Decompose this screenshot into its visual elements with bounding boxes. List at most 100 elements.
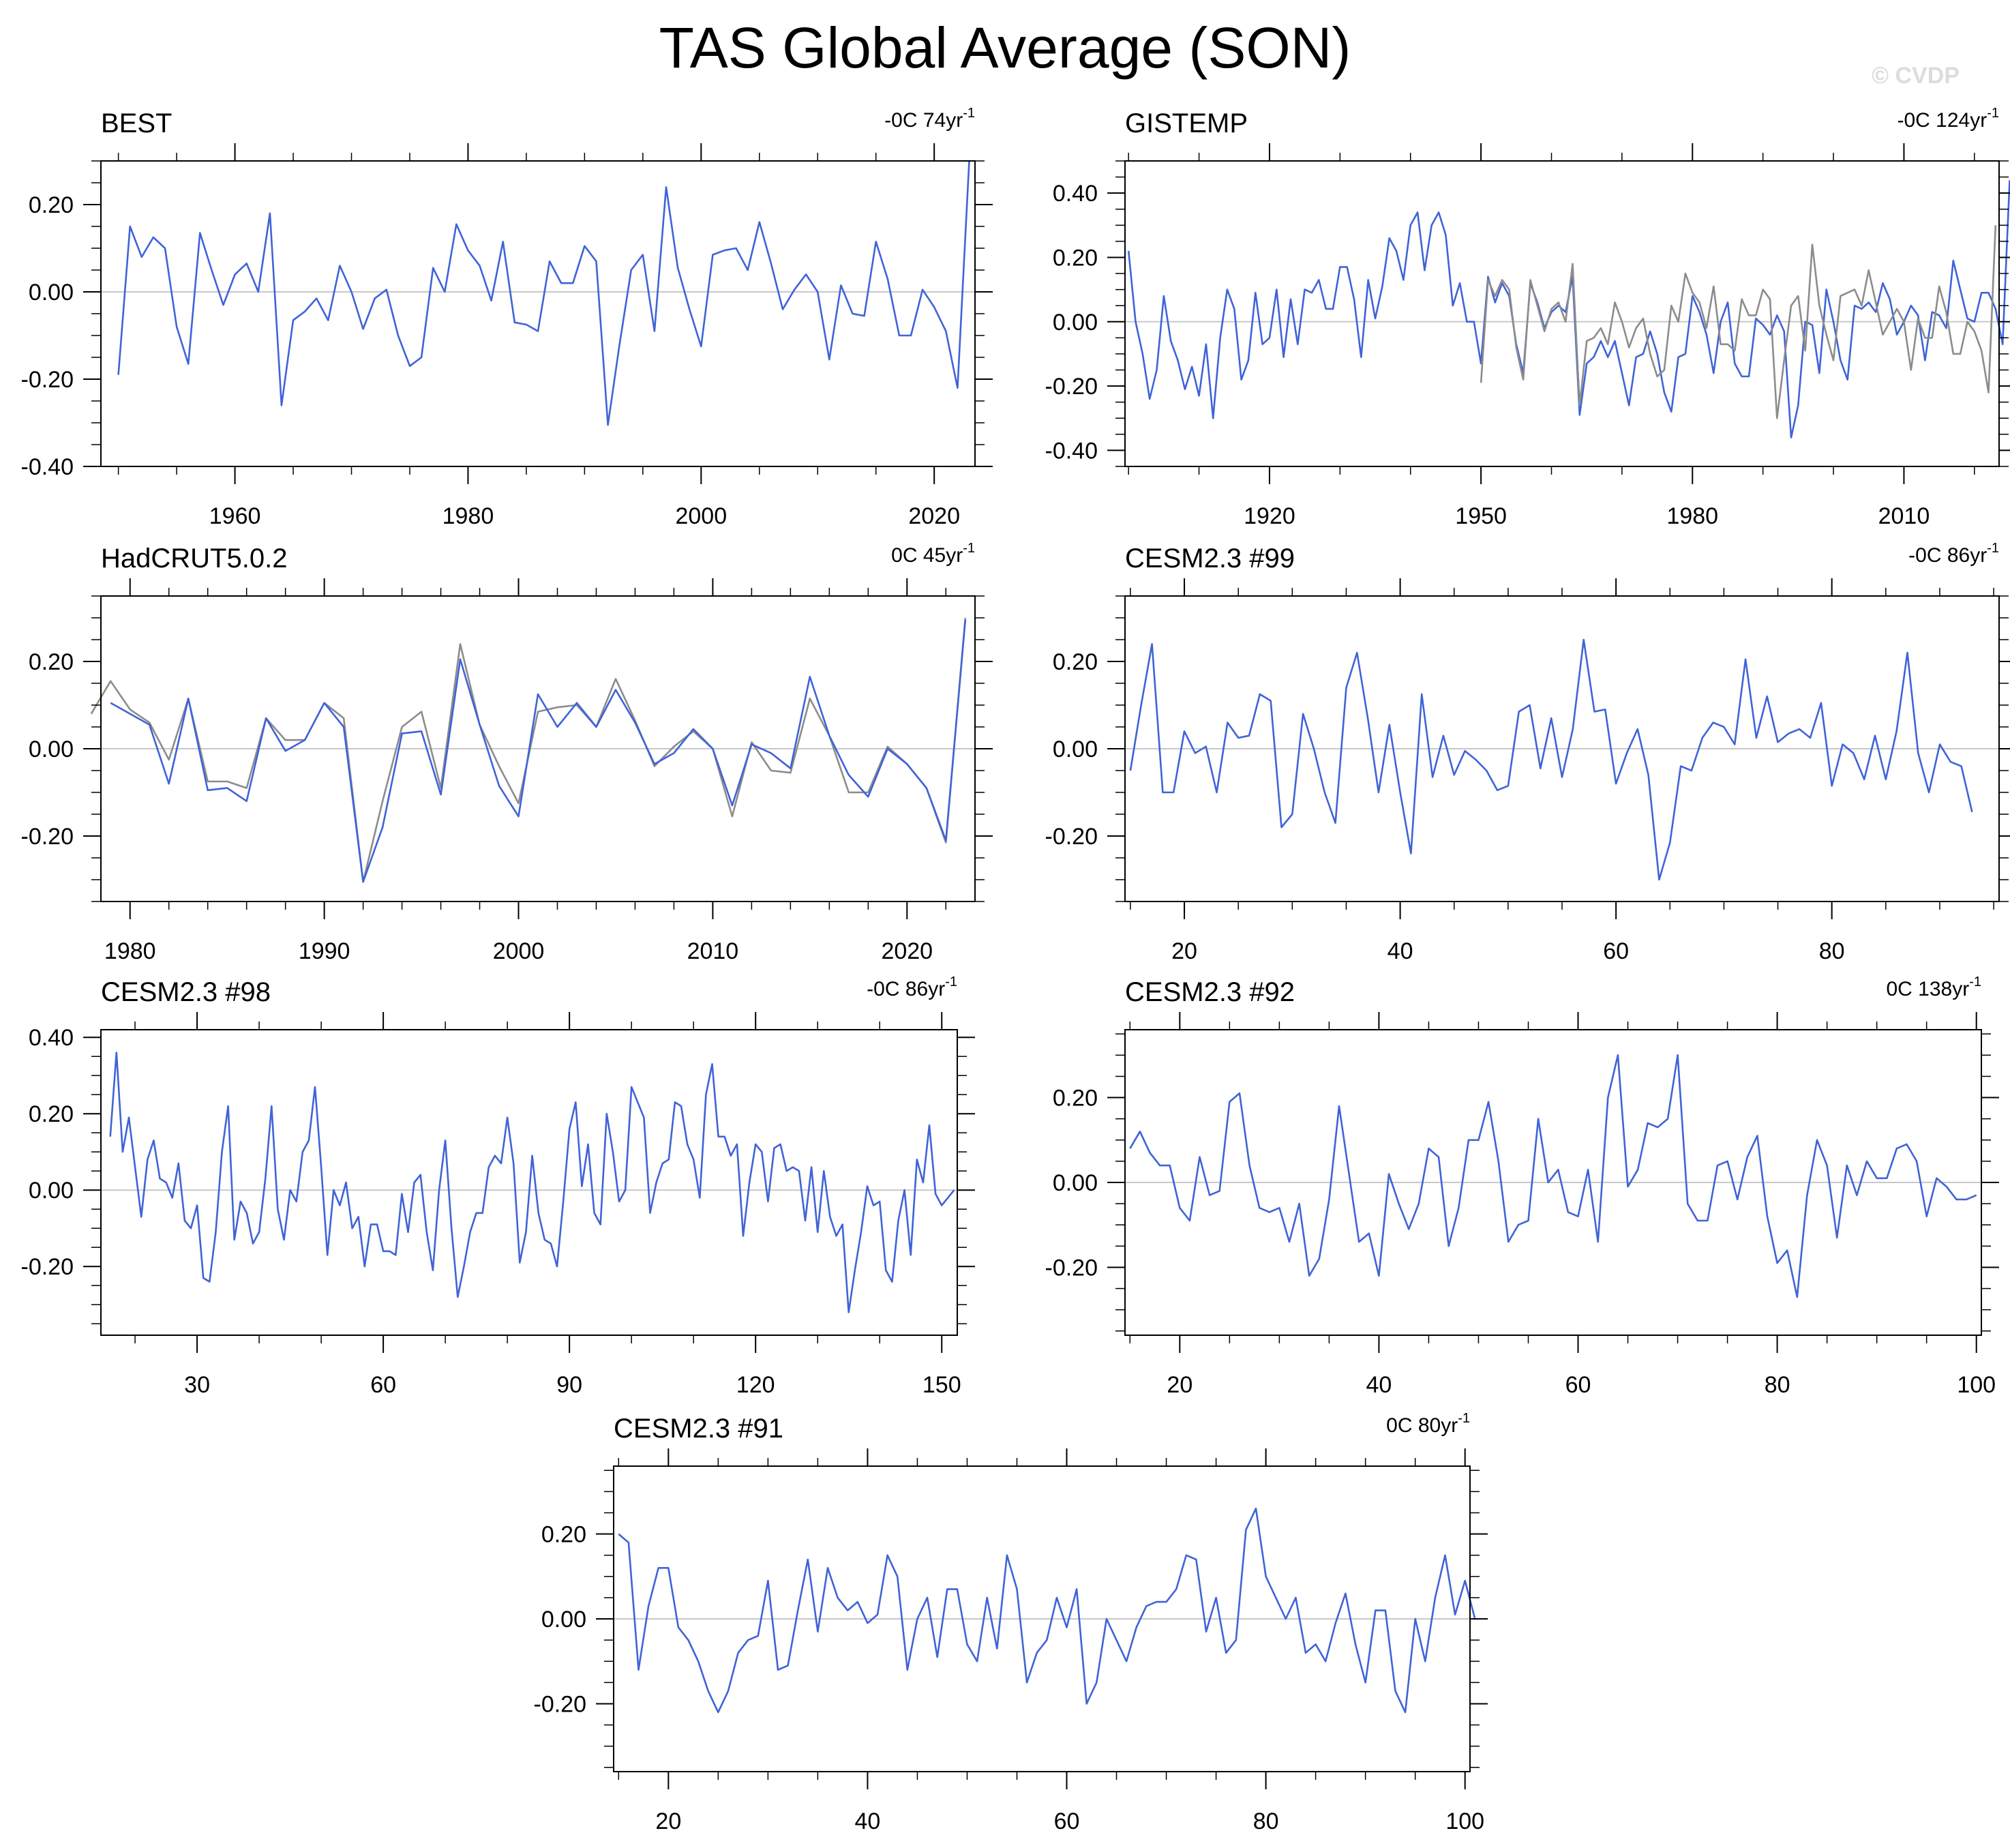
y-tick-label: 0.20 [29, 649, 74, 675]
y-tick-label: -0.20 [21, 1254, 74, 1280]
y-tick-label: 0.00 [1053, 1170, 1098, 1196]
trend-value: 0C 138yr [1886, 978, 1969, 1000]
y-tick-label: 0.20 [1053, 649, 1098, 675]
x-tick-label: 20 [1167, 1372, 1192, 1398]
x-tick-label: 60 [1603, 938, 1629, 964]
y-tick-label: 0.00 [29, 1178, 74, 1204]
x-tick-label: 1950 [1455, 503, 1507, 529]
y-tick-label: 0.20 [29, 192, 74, 218]
trend-exponent: -1 [963, 541, 975, 556]
panel-title: HadCRUT5.0.2 [101, 543, 287, 573]
x-tick-label: 120 [736, 1372, 775, 1398]
x-tick-label: 100 [1445, 1808, 1484, 1834]
x-tick-label: 90 [556, 1372, 582, 1398]
panel-title: CESM2.3 #98 [101, 977, 271, 1007]
y-tick-label: 0.00 [29, 736, 74, 762]
x-tick-label: 60 [370, 1372, 396, 1398]
x-tick-label: 2000 [675, 503, 727, 529]
y-tick-label: 0.20 [541, 1522, 586, 1548]
y-tick-label: 0.00 [1053, 310, 1098, 336]
trend-value: -0C 86yr [1908, 544, 1987, 567]
trend-annotation: -0C 74yr-1 [884, 106, 975, 132]
trend-annotation: -0C 86yr-1 [1908, 541, 1999, 567]
x-tick-label: 20 [1171, 938, 1197, 964]
x-tick-label: 40 [855, 1808, 881, 1834]
series-line-1 [618, 1507, 1476, 1714]
series-line-2 [110, 620, 967, 883]
y-tick-label: -0.40 [21, 454, 74, 480]
y-tick-label: 0.20 [29, 1101, 74, 1127]
panel-title: CESM2.3 #92 [1125, 977, 1295, 1007]
x-tick-label: 2010 [687, 938, 739, 964]
series-line-2 [1480, 225, 1997, 419]
watermark: © CVDP [1872, 63, 1960, 89]
x-tick-label: 2010 [1878, 503, 1930, 529]
chart-panel-3: 1980 1990 2000 2010 2020 -0.20 0.00 0.20 HadCRUT… [21, 541, 993, 964]
trend-annotation: -0C 86yr-1 [867, 974, 957, 1000]
x-tick-label: 2000 [493, 938, 545, 964]
y-tick-label: -0.40 [1045, 438, 1098, 464]
x-tick-label: 1980 [442, 503, 494, 529]
y-tick-label: -0.20 [21, 367, 74, 393]
chart-panel-6: 20 40 60 80 100 -0.20 0.00 0.20 CESM2.3 #92 0C 13… [1045, 974, 1999, 1398]
x-tick-label: 60 [1054, 1808, 1080, 1834]
series-line-1 [1129, 638, 1973, 881]
trend-exponent: -1 [1458, 1411, 1470, 1426]
x-tick-label: 40 [1366, 1372, 1392, 1398]
trend-annotation: 0C 138yr-1 [1886, 974, 1981, 1000]
trend-value: 0C 80yr [1386, 1414, 1458, 1437]
y-tick-label: 0.40 [29, 1025, 74, 1051]
plot-frame [1124, 160, 2000, 467]
panel-title: BEST [101, 108, 172, 138]
y-tick-label: 0.20 [1053, 1086, 1098, 1112]
plot-frame [100, 160, 976, 467]
trend-value: -0C 124yr [1897, 109, 1987, 132]
y-tick-label: 0.00 [29, 280, 74, 305]
plot-frame [100, 1029, 958, 1336]
y-tick-label: -0.20 [1045, 1255, 1098, 1281]
x-tick-label: 80 [1253, 1808, 1279, 1834]
chart-panel-1: 1960 1980 2000 2020 -0.40 -0.20 0.00 0.20 BEST -0… [21, 106, 993, 529]
y-tick-label: -0.20 [1045, 824, 1098, 850]
x-tick-label: 150 [922, 1372, 961, 1398]
y-tick-label: 0.40 [1053, 181, 1098, 207]
trend-exponent: -1 [1987, 541, 1999, 556]
y-tick-label: 0.00 [1053, 736, 1098, 762]
x-tick-label: 40 [1388, 938, 1413, 964]
y-tick-label: -0.20 [1045, 374, 1098, 400]
x-tick-label: 2020 [881, 938, 933, 964]
chart-panel-5: 30 60 90 120 150 -0.20 0.00 0.20 0.40 CESM2.3 #98… [21, 974, 975, 1398]
panel-title: CESM2.3 #99 [1125, 543, 1295, 573]
x-tick-label: 2020 [908, 503, 960, 529]
y-tick-label: -0.20 [21, 824, 74, 850]
panel-title: GISTEMP [1125, 108, 1248, 138]
chart-panel-4: 20 40 60 80 -0.20 0.00 0.20 CESM2.3 #99 -0C 86yr… [1045, 541, 2010, 964]
series-line-1 [109, 1052, 955, 1313]
trend-value: -0C 86yr [867, 978, 945, 1000]
panel-title: CESM2.3 #91 [614, 1414, 783, 1444]
y-tick-label: 0.20 [1053, 245, 1098, 271]
x-tick-label: 1990 [299, 938, 350, 964]
series-line-1 [1129, 1054, 1977, 1298]
trend-exponent: -1 [1969, 974, 1981, 989]
trend-value: -0C 74yr [884, 109, 963, 132]
page-title: TAS Global Average (SON) [659, 16, 1351, 80]
x-tick-label: 100 [1957, 1372, 1996, 1398]
x-tick-label: 1960 [209, 503, 261, 529]
x-tick-label: 20 [655, 1808, 681, 1834]
x-tick-label: 80 [1765, 1372, 1790, 1398]
x-tick-label: 1920 [1244, 503, 1295, 529]
trend-annotation: 0C 80yr-1 [1386, 1411, 1470, 1437]
trend-exponent: -1 [963, 106, 975, 121]
x-tick-label: 60 [1565, 1372, 1591, 1398]
trend-exponent: -1 [945, 974, 957, 989]
chart-panel-7: 20 40 60 80 100 -0.20 0.00 0.20 CESM2.3 #91 0C 80… [534, 1411, 1488, 1834]
x-tick-label: 1980 [104, 938, 156, 964]
y-tick-label: 0.00 [541, 1607, 586, 1633]
chart-panel-2: 1920 1950 1980 2010 -0.40 -0.20 0.00 0.20 0.40 GI… [1045, 106, 2010, 529]
x-tick-label: 30 [184, 1372, 210, 1398]
trend-annotation: 0C 45yr-1 [891, 541, 975, 567]
y-tick-label: -0.20 [534, 1691, 587, 1717]
x-tick-label: 1980 [1666, 503, 1718, 529]
